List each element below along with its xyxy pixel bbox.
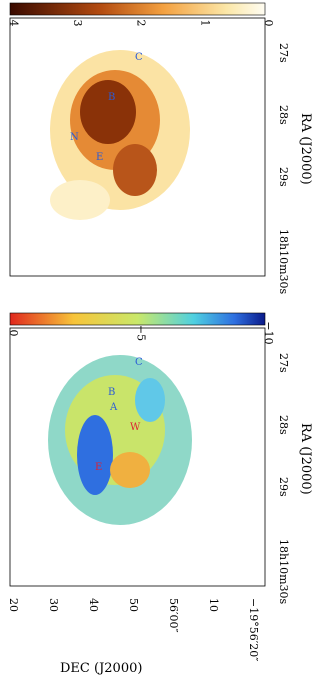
dec-tick-label: 20: [7, 598, 20, 612]
ra-tick-label: 28s: [277, 415, 290, 435]
dec-tick-label: 40: [87, 598, 100, 612]
marker-label: A: [109, 402, 118, 413]
colorbar-tick-label: 0: [7, 330, 20, 337]
ra-tick-label: 29s: [277, 477, 290, 497]
dec-tick-label: 30: [47, 598, 60, 612]
colorbar-tick-label: 4: [7, 20, 20, 27]
dec-tick-label: 10: [207, 598, 220, 612]
colorbar-tick-label: 1: [198, 20, 211, 27]
marker-label: N: [70, 132, 79, 143]
colorbar-tick-label: −5: [135, 325, 148, 341]
map-blob: [50, 50, 190, 220]
marker-label: B: [108, 92, 115, 103]
ra-tick-label: 18h10m30s: [277, 229, 290, 295]
ra-tick-label: 27s: [277, 353, 290, 373]
ra-tick-label: 28s: [277, 105, 290, 125]
axis-title: RA (J2000): [298, 113, 313, 185]
colorbar-tick-label: 3: [71, 20, 84, 27]
ra-tick-label: 18h10m30s: [277, 539, 290, 605]
colorbar: [9, 312, 266, 326]
dec-tick-label: 50: [127, 598, 140, 612]
marker-label: E: [95, 462, 102, 473]
dec-tick-label: 56′00″: [167, 598, 180, 633]
colorbar-tick-label: 2: [135, 20, 148, 27]
dec-tick-label: −19°56′20″: [247, 598, 260, 661]
colorbar-tick-label: −10: [262, 321, 275, 344]
axis-title: DEC (J2000): [60, 661, 142, 676]
marker-label: C: [135, 357, 143, 368]
colorbar-tick-label: 0: [262, 20, 275, 27]
marker-label: E: [96, 152, 103, 163]
ra-tick-label: 27s: [277, 43, 290, 63]
marker-label: C: [135, 52, 143, 63]
marker-label: B: [108, 387, 115, 398]
marker-label: W: [130, 422, 141, 433]
axis-title: RA (J2000): [298, 423, 313, 495]
ra-tick-label: 29s: [277, 167, 290, 187]
map-blob: [48, 355, 192, 525]
colorbar: [9, 2, 266, 16]
